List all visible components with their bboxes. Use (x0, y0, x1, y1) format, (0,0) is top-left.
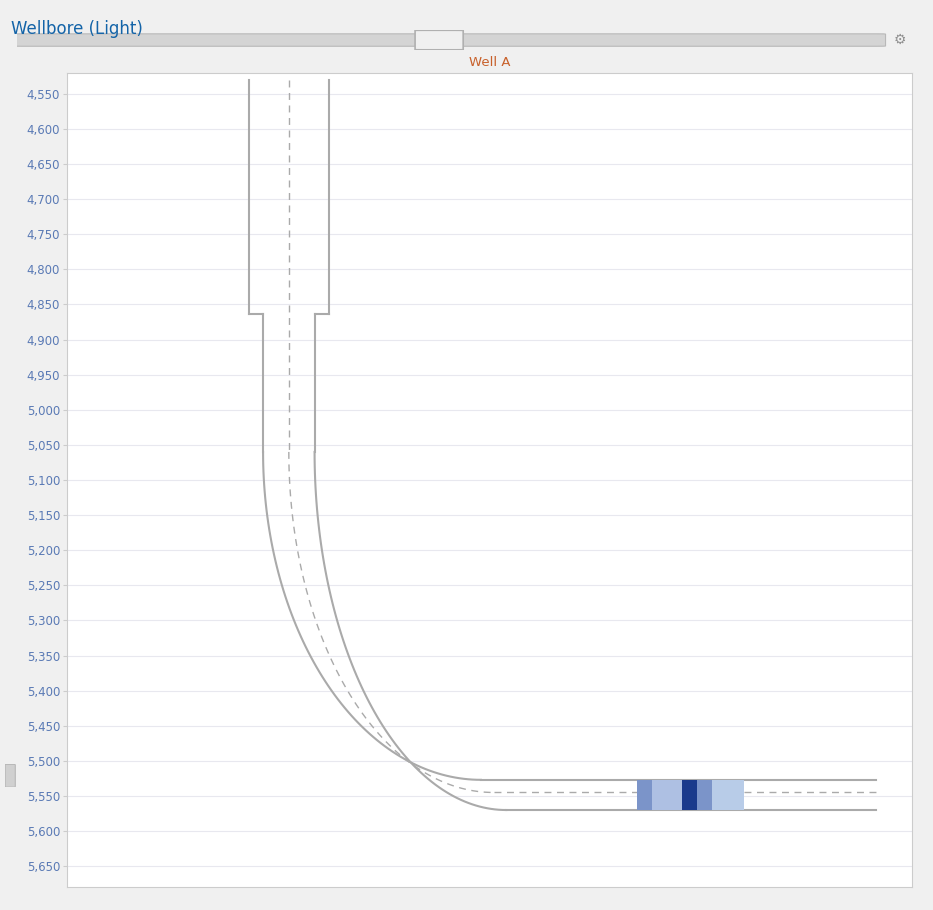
Bar (637, 780, 652, 810)
Bar (713, 780, 745, 810)
Bar (682, 780, 698, 810)
Text: ⚙: ⚙ (894, 33, 906, 47)
FancyBboxPatch shape (6, 764, 15, 787)
Bar (698, 780, 713, 810)
Bar (652, 780, 682, 810)
Text: Wellbore (Light): Wellbore (Light) (11, 20, 143, 38)
Title: Well A: Well A (468, 56, 510, 69)
FancyBboxPatch shape (415, 30, 463, 50)
FancyBboxPatch shape (12, 34, 885, 46)
